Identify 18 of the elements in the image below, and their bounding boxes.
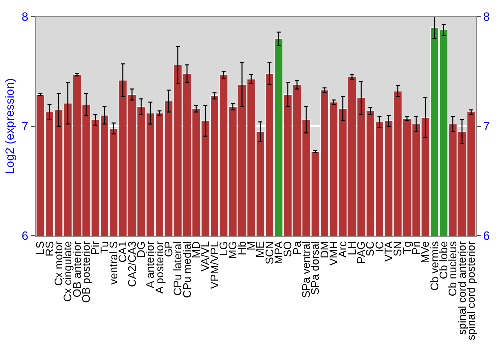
x-tick-label: Cb lobe [438,241,450,280]
x-tick-label: PAG [356,241,368,264]
x-tick-label: SCN [264,241,276,265]
x-tick-label: LG [218,241,230,256]
x-tick-label: IC [374,241,386,252]
x-tick-label: Pir [90,241,102,255]
x-tick-label: Arc [338,240,350,258]
y2-tick-label: 6 [483,229,490,244]
y-axis-title: Log2 (expression) [3,78,18,175]
y-tick-label: 7 [22,120,29,134]
x-tick-label: RS [44,241,56,257]
y2-tick-label: 7 [483,120,490,134]
x-tick-label: DG [136,241,148,258]
y-tick-label: 8 [22,10,29,24]
x-tick-label: MVe [420,241,432,264]
x-tick-label: CPu medial [182,241,194,298]
y-tick-label: 6 [22,229,29,244]
y2-tick-label: 8 [483,10,490,24]
